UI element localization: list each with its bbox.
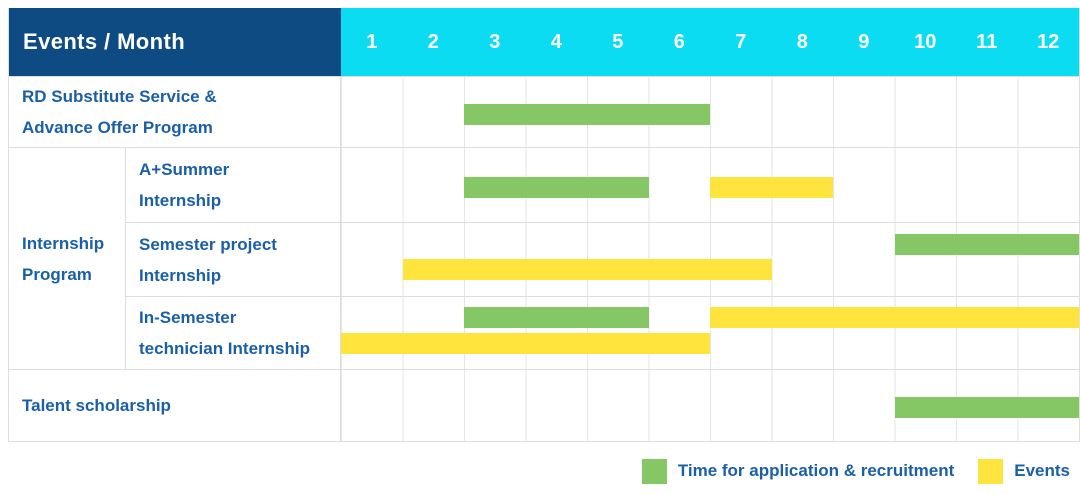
gantt-bar-event <box>710 307 1079 329</box>
legend-swatch-events-icon <box>978 458 1004 484</box>
legend-swatch-application-icon <box>641 458 667 484</box>
month-header-cell: 11 <box>976 30 998 53</box>
timeline-grid <box>341 297 1079 369</box>
gantt-bar-application <box>894 397 1079 419</box>
table-row: In-Semester technician Internship <box>126 296 1079 369</box>
month-header-cell: 2 <box>427 30 439 53</box>
gantt-bar-application <box>464 103 710 125</box>
row-label-rd-substitute: RD Substitute Service & Advance Offer Pr… <box>9 77 341 147</box>
gantt-bar-event <box>710 176 833 198</box>
group-label-internship-program: Internship Program <box>9 148 126 369</box>
row-label-a-plus-summer: A+Summer Internship <box>126 148 341 222</box>
month-header-cell: 3 <box>489 30 501 53</box>
table-row: Talent scholarship <box>9 369 1079 441</box>
timeline-grid <box>341 370 1079 441</box>
month-header-cell: 9 <box>858 30 870 53</box>
gantt-bar-event <box>402 259 772 281</box>
gantt-bar-application <box>464 176 649 198</box>
row-label-in-semester-technician: In-Semester technician Internship <box>126 297 341 369</box>
month-header-cell: 10 <box>914 30 937 53</box>
table-row: RD Substitute Service & Advance Offer Pr… <box>9 76 1079 147</box>
internship-program-group: Internship Program A+Summer Internship S… <box>9 147 1079 369</box>
timeline-grid <box>341 223 1079 296</box>
month-header-row: 1 2 3 4 5 6 7 8 9 10 11 12 <box>341 8 1079 76</box>
month-header-cell: 5 <box>612 30 624 53</box>
legend-label-application: Time for application & recruitment <box>677 461 955 480</box>
timeline-grid <box>341 148 1079 222</box>
month-header-cell: 7 <box>735 30 747 53</box>
table-title: Events / Month <box>23 29 186 54</box>
row-label-talent-scholarship: Talent scholarship <box>9 370 341 441</box>
table-row: A+Summer Internship <box>126 148 1079 222</box>
timeline-grid <box>341 77 1079 147</box>
month-header-cell: 12 <box>1037 30 1060 53</box>
schedule-table: Events / Month 1 2 3 4 5 6 7 8 9 10 11 12 RD Substi… <box>8 8 1080 442</box>
month-header-cell: 6 <box>673 30 685 53</box>
events-month-header-cell: Events / Month <box>9 8 341 76</box>
group-sub-rows: A+Summer Internship Semester project Int… <box>126 148 1079 369</box>
month-header-cell: 1 <box>366 30 378 53</box>
legend-label-events: Events <box>1014 461 1070 480</box>
gantt-bar-event <box>341 332 710 354</box>
table-header-row: Events / Month 1 2 3 4 5 6 7 8 9 10 11 12 <box>9 8 1079 76</box>
table-row: Semester project Internship <box>126 222 1079 296</box>
month-header-cell: 4 <box>550 30 562 53</box>
legend: Time for application & recruitment Event… <box>641 456 1070 486</box>
month-header-cell: 8 <box>796 30 808 53</box>
row-label-semester-project: Semester project Internship <box>126 223 341 296</box>
gantt-bar-application <box>464 307 649 329</box>
gantt-bar-application <box>894 233 1079 255</box>
